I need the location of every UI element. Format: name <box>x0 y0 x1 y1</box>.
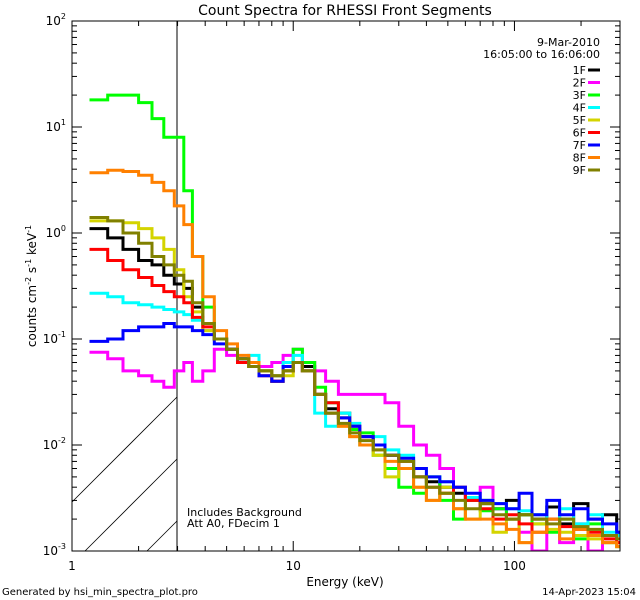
y-tick-label: 10-1 <box>43 330 66 346</box>
y-axis-label: counts cm-2 s-1 keV-1 <box>24 225 39 347</box>
series-1F-line <box>89 227 620 534</box>
footer-timestamp: 14-Apr-2023 15:04 <box>542 587 636 598</box>
hatch-line <box>84 458 178 552</box>
y-tick-label: 101 <box>46 118 66 134</box>
legend-label-1F: 1F <box>573 64 586 77</box>
x-tick-label: 100 <box>503 559 526 573</box>
y-tick-label: 10-2 <box>43 436 66 452</box>
series-2F-line <box>89 347 620 551</box>
series-7F-line <box>89 322 620 534</box>
legend-label-7F: 7F <box>573 139 586 152</box>
y-tick-label: 10-3 <box>43 542 66 558</box>
time-range-label: 16:05:00 to 16:06:00 <box>483 48 600 61</box>
x-axis-label: Energy (keV) <box>306 575 383 589</box>
legend-label-9F: 9F <box>573 164 586 177</box>
x-tick-label: 10 <box>286 559 301 573</box>
footer-generated-by: Generated by hsi_min_spectra_plot.pro <box>2 587 198 598</box>
annotation-attenuator: Att A0, FDecim 1 <box>187 517 280 530</box>
legend-label-4F: 4F <box>573 102 586 115</box>
x-tick-label: 1 <box>68 559 76 573</box>
legend-label-6F: 6F <box>573 127 586 140</box>
hatch-line <box>146 520 178 552</box>
excluded-energy-hatching <box>71 396 178 552</box>
legend-label-5F: 5F <box>573 114 586 127</box>
plot-frame <box>71 20 621 552</box>
series-4F-line <box>89 291 620 537</box>
date-label: 9-Mar-2010 <box>537 36 600 49</box>
legend-label-3F: 3F <box>573 89 586 102</box>
legend-label-2F: 2F <box>573 77 586 90</box>
series-9F-line <box>89 216 620 541</box>
series-5F-line <box>89 219 620 549</box>
y-tick-label: 102 <box>46 12 66 28</box>
series-3F-line <box>89 93 620 549</box>
legend-label-8F: 8F <box>573 152 586 165</box>
y-tick-label: 100 <box>46 224 66 240</box>
chart-title: Count Spectra for RHESSI Front Segments <box>198 3 492 19</box>
series-6F-line <box>89 247 620 545</box>
annotation-background: Includes Background <box>187 506 302 519</box>
series-8F-line <box>89 168 620 549</box>
hatch-line <box>71 396 178 503</box>
